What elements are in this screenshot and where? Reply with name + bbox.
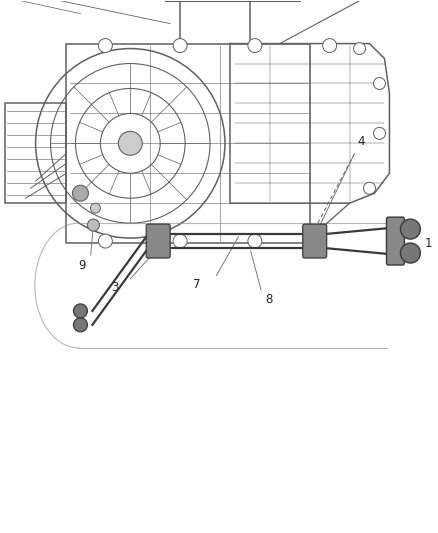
- Circle shape: [248, 234, 262, 248]
- Circle shape: [400, 243, 420, 263]
- Circle shape: [374, 77, 385, 90]
- Circle shape: [99, 38, 112, 53]
- Circle shape: [90, 203, 100, 213]
- Text: 3: 3: [111, 281, 118, 294]
- Circle shape: [74, 318, 88, 332]
- Circle shape: [118, 131, 142, 155]
- Circle shape: [173, 38, 187, 53]
- Circle shape: [323, 38, 337, 53]
- Circle shape: [364, 182, 375, 194]
- Circle shape: [99, 234, 112, 248]
- Circle shape: [374, 127, 385, 139]
- Text: 8: 8: [265, 293, 272, 306]
- Circle shape: [353, 43, 366, 54]
- Circle shape: [72, 185, 88, 201]
- FancyBboxPatch shape: [146, 224, 170, 258]
- Text: 1: 1: [424, 237, 432, 249]
- Circle shape: [173, 234, 187, 248]
- Circle shape: [400, 219, 420, 239]
- FancyBboxPatch shape: [303, 224, 327, 258]
- Circle shape: [74, 304, 88, 318]
- Text: 9: 9: [78, 259, 85, 271]
- Text: 7: 7: [193, 278, 200, 292]
- Circle shape: [248, 38, 262, 53]
- Circle shape: [88, 219, 99, 231]
- Text: 4: 4: [357, 135, 365, 148]
- FancyBboxPatch shape: [386, 217, 404, 265]
